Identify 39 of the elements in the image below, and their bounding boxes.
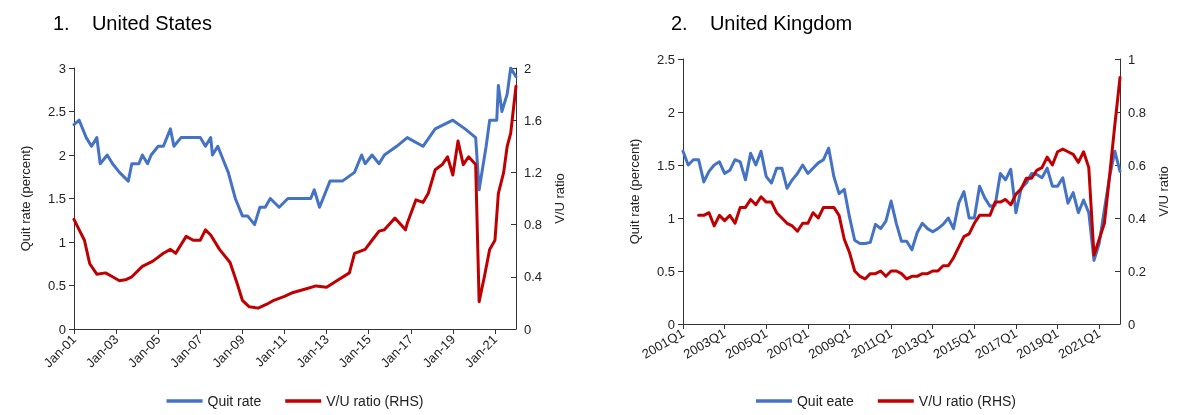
y2-tick-label: 0.4 [1128,210,1147,226]
y-tick-label: 3 [58,60,66,76]
y2-tick-label: 0 [1128,316,1136,332]
y2-tick-label: 0 [524,321,532,337]
y-tick-label: 0 [667,316,675,332]
y-tick-label: 1.5 [656,157,675,173]
line-series [697,76,1122,281]
y-tick-label: 0 [58,321,66,337]
y-axis-title: Quit rate (percent) [627,138,642,245]
line-series [681,146,1122,262]
y-tick-label: 1 [667,210,675,226]
chart-title: 2. United Kingdom [671,12,853,34]
legend-label: V/U ratio (RHS) [918,393,1017,409]
y2-axis-title: V/U ratio [1155,166,1171,217]
y2-tick-label: 1 [1128,51,1136,67]
y-tick-label: 0.5 [656,263,675,279]
y-tick-label: 2 [58,147,66,163]
y2-tick-label: 0.4 [524,269,543,285]
y2-axis-title: V/U ratio [551,173,567,224]
legend-label: V/U ratio (RHS) [326,393,424,409]
line-series [72,66,518,227]
y2-tick-label: 1.2 [524,164,543,180]
y2-tick-label: 1.6 [524,112,543,128]
y2-tick-label: 2 [524,60,532,76]
y2-tick-label: 0.8 [1128,104,1147,120]
chart-title: 1. United States [53,12,212,34]
line-series [72,84,518,310]
y-tick-label: 2 [667,104,675,120]
y-tick-label: 1 [58,234,66,250]
y-tick-label: 1.5 [47,191,66,206]
y2-tick-label: 0.2 [1128,263,1147,279]
y-tick-label: 0.5 [47,278,66,293]
y-tick-label: 2.5 [47,104,66,119]
legend-label: Quit rate [207,393,262,409]
y2-tick-label: 0.8 [524,217,543,233]
legend-label: Quit eate [796,393,854,409]
y-tick-label: 2.5 [656,51,675,67]
y2-tick-label: 0.6 [1128,157,1147,173]
y-axis-title: Quit rate (percent) [18,145,33,252]
